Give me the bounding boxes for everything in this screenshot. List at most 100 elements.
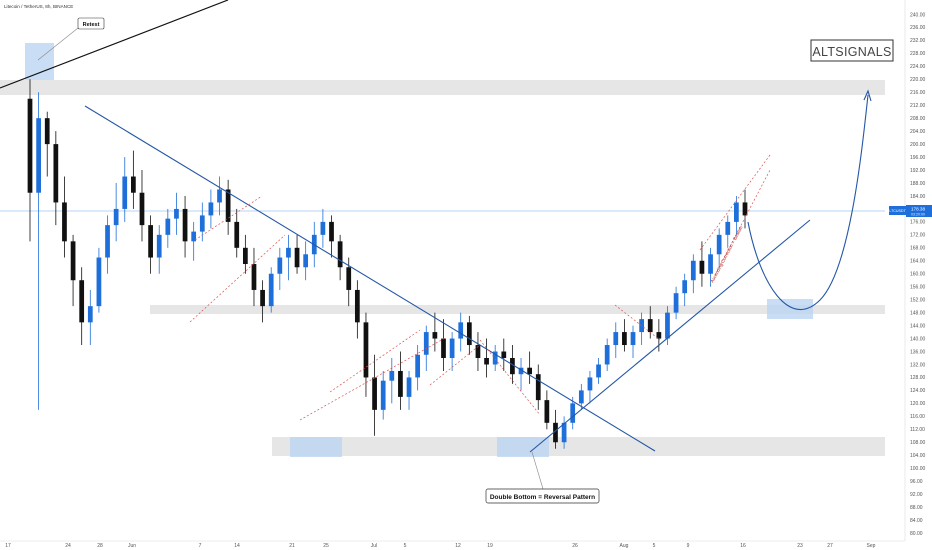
- x-tick-label: 7: [199, 543, 202, 549]
- candle-body: [682, 280, 688, 294]
- candle-body: [484, 358, 489, 365]
- x-tick-label: 23: [797, 543, 803, 549]
- y-tick-label: 160.00: [910, 272, 926, 278]
- x-tick-label: 17: [5, 543, 11, 549]
- candle-body: [613, 332, 619, 346]
- candle-body: [398, 370, 403, 397]
- candle-body: [475, 345, 481, 358]
- candle-body: [544, 400, 550, 423]
- candle-body: [113, 208, 119, 226]
- ascending-trendline: [529, 219, 811, 453]
- symbol-badge-text: LTCUSDT: [889, 209, 906, 213]
- y-tick-label: 112.00: [910, 427, 925, 433]
- x-tick-label: 24: [65, 543, 71, 549]
- candle-body: [527, 367, 533, 375]
- y-tick-label: 164.00: [910, 259, 926, 265]
- candle-body: [139, 192, 145, 226]
- candle-body: [44, 118, 50, 145]
- y-tick-label: 236.00: [910, 25, 926, 31]
- candle-body: [174, 208, 179, 219]
- candle-body: [535, 374, 541, 401]
- candle-body: [518, 367, 524, 375]
- dashed-channels: [189, 154, 771, 421]
- y-tick-label: 172.00: [910, 233, 926, 239]
- candle-body: [122, 176, 128, 209]
- double-bottom-callout: [485, 488, 600, 504]
- symbol-badge: [889, 206, 906, 215]
- projected-path: [747, 94, 869, 311]
- price-axis: 80.00 84.00 88.00 92.00 96.00 100.00 104.00 108…: [910, 12, 926, 537]
- candle-body: [665, 312, 670, 339]
- altsignals-logo: ALTSIGNALS: [812, 45, 891, 59]
- candle-body: [630, 332, 636, 346]
- y-tick-label: 228.00: [910, 51, 926, 57]
- x-tick-label: 26: [572, 543, 578, 549]
- candle-body: [320, 221, 326, 235]
- x-tick-label: 16: [740, 543, 746, 549]
- x-tick-label: 12: [455, 543, 461, 549]
- candle-body: [62, 202, 67, 242]
- candle-body: [690, 260, 696, 281]
- y-tick-label: 156.00: [910, 285, 926, 291]
- candle-body: [165, 218, 171, 235]
- candle-body: [389, 370, 395, 381]
- candle-body: [742, 202, 748, 216]
- y-tick-label: 80.00: [910, 531, 923, 537]
- x-tick-label: 14: [234, 543, 240, 549]
- y-tick-label: 140.00: [910, 336, 926, 342]
- candle-body: [105, 225, 110, 258]
- candle-body: [510, 358, 515, 375]
- candle-body: [596, 364, 601, 378]
- candle-body: [432, 332, 438, 339]
- y-tick-label: 212.00: [910, 103, 926, 109]
- candle-body: [441, 338, 446, 358]
- price-badge-value: 178.38: [911, 207, 925, 212]
- candle-body: [36, 118, 41, 193]
- y-tick-label: 92.00: [910, 492, 923, 498]
- y-tick-label: 108.00: [910, 440, 926, 446]
- candle-body: [208, 202, 214, 216]
- y-tick-label: 152.00: [910, 297, 926, 303]
- y-tick-label: 232.00: [910, 38, 926, 44]
- candle-body: [466, 322, 472, 346]
- x-tick-label: Jul: [371, 543, 377, 549]
- candle-body: [79, 280, 85, 323]
- candle-body: [725, 221, 731, 235]
- candle-body: [148, 225, 153, 258]
- candle-body: [622, 332, 627, 346]
- altsignals-logo-box: [810, 39, 894, 62]
- y-tick-label: 220.00: [910, 77, 926, 83]
- y-tick-label: 104.00: [910, 453, 926, 459]
- candle-body: [647, 319, 653, 333]
- candle-body: [415, 354, 421, 378]
- long-term-uptrend-line: [0, 0, 229, 89]
- candle-body: [656, 332, 662, 339]
- retest-highlight: [25, 43, 54, 80]
- bottom-support-zone: [272, 437, 885, 456]
- candle-body: [501, 351, 507, 358]
- candle-body: [578, 390, 584, 404]
- candle-body: [268, 273, 274, 307]
- first-bottom-highlight: [290, 437, 342, 457]
- y-tick-label: 96.00: [910, 479, 923, 485]
- y-tick-label: 132.00: [910, 362, 926, 368]
- x-tick-label: 27: [827, 543, 833, 549]
- candle-body: [27, 98, 33, 193]
- y-tick-label: 204.00: [910, 129, 926, 135]
- y-tick-label: 128.00: [910, 375, 926, 381]
- candle-body: [87, 306, 93, 323]
- candle-body: [699, 260, 705, 274]
- candle-body: [286, 247, 291, 258]
- second-bottom-highlight: [497, 437, 549, 457]
- candle-body: [217, 189, 222, 203]
- x-tick-label: 9: [687, 543, 690, 549]
- y-tick-label: 192.00: [910, 168, 926, 174]
- candle-body: [561, 422, 567, 443]
- y-tick-label: 84.00: [910, 518, 923, 524]
- y-tick-label: 240.00: [910, 12, 926, 18]
- candle-body: [70, 241, 76, 281]
- y-tick-label: 116.00: [910, 414, 925, 420]
- y-tick-label: 120.00: [910, 401, 926, 407]
- candle-body: [570, 403, 576, 423]
